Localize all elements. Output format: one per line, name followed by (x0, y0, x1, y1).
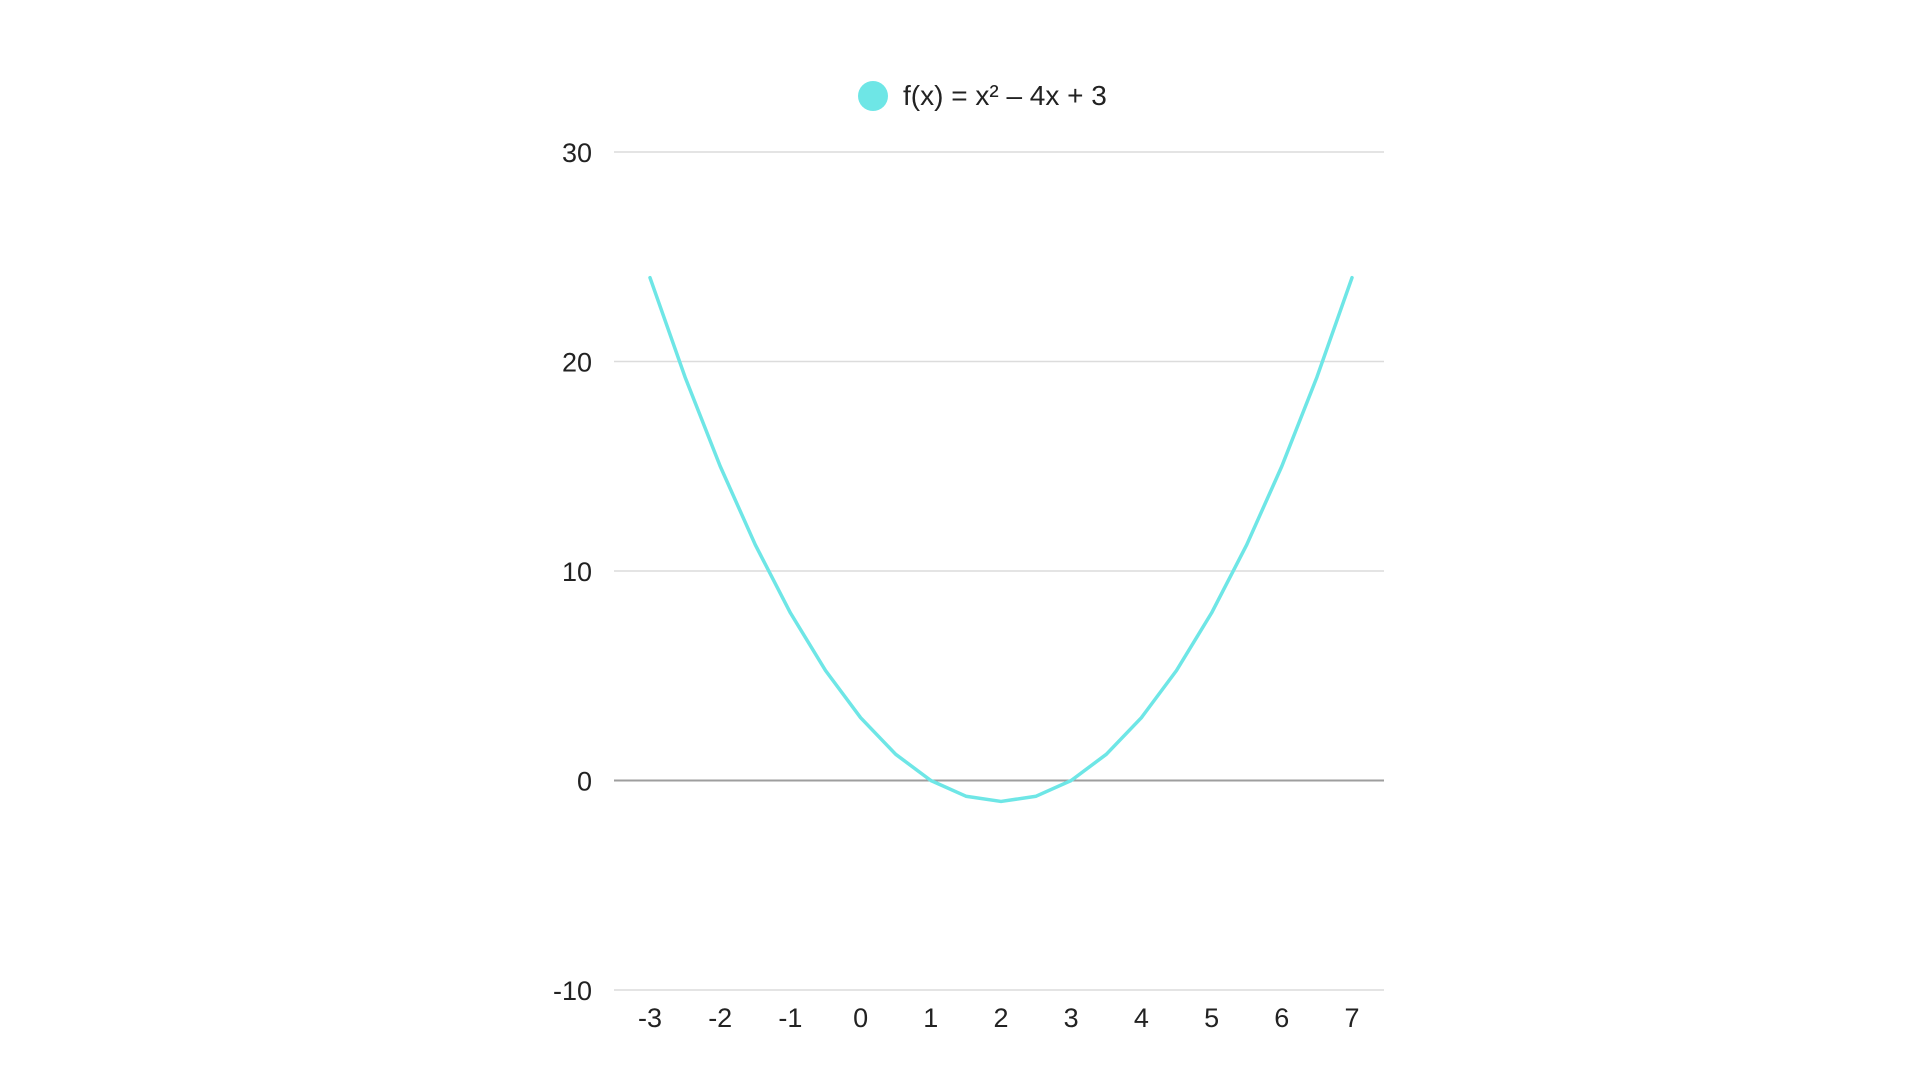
x-axis-ticks: -3 -2 -1 0 1 2 3 4 5 6 7 (638, 1003, 1360, 1033)
x-tick-label: 7 (1344, 1003, 1359, 1033)
x-tick-label: -1 (778, 1003, 802, 1033)
gridlines (614, 151, 1384, 991)
y-tick-label: 0 (577, 767, 592, 797)
y-tick-label: 30 (562, 138, 592, 168)
legend: f(x) = x² – 4x + 3 (858, 80, 1107, 111)
x-tick-label: 1 (923, 1003, 938, 1033)
series-lines (648, 275, 1354, 804)
legend-marker (858, 81, 888, 111)
x-tick-label: 6 (1274, 1003, 1289, 1033)
legend-label: f(x) = x² – 4x + 3 (903, 80, 1107, 111)
series-line-0 (648, 275, 1354, 804)
y-tick-label: 10 (562, 557, 592, 587)
y-axis-ticks: -10 0 10 20 30 (553, 138, 592, 1006)
y-tick-label: -10 (553, 976, 592, 1006)
x-tick-label: 0 (853, 1003, 868, 1033)
x-tick-label: -2 (708, 1003, 732, 1033)
x-tick-label: 4 (1134, 1003, 1149, 1033)
x-tick-label: 3 (1064, 1003, 1079, 1033)
x-tick-label: -3 (638, 1003, 662, 1033)
x-tick-label: 2 (993, 1003, 1008, 1033)
x-tick-label: 5 (1204, 1003, 1219, 1033)
y-tick-label: 20 (562, 348, 592, 378)
